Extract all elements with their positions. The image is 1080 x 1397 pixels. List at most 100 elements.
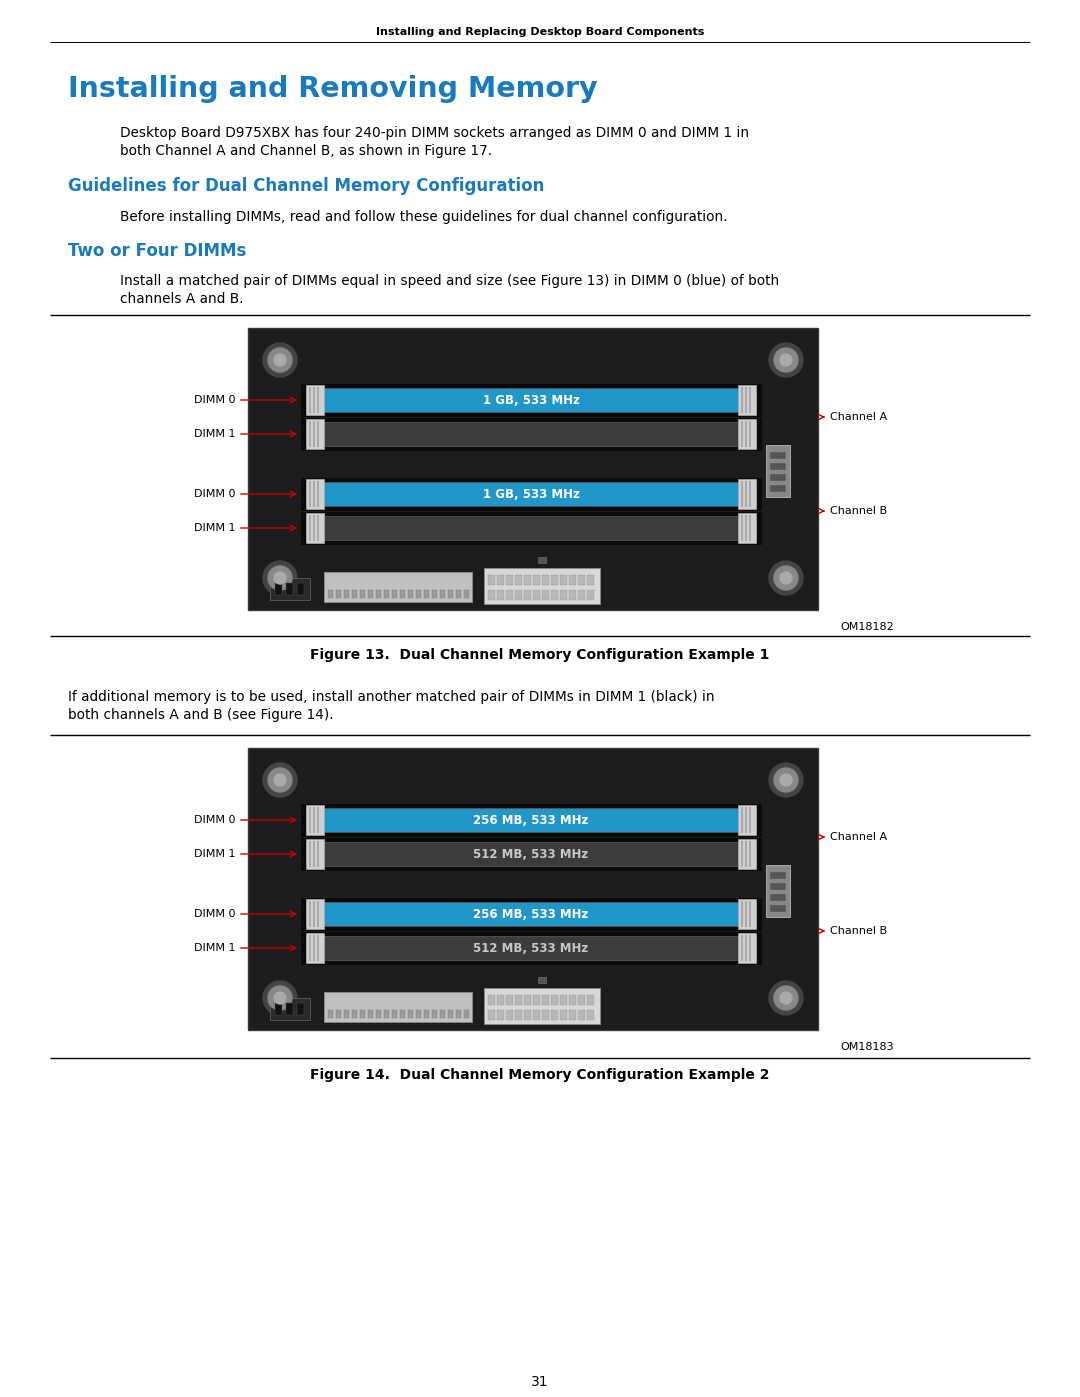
Bar	[384, 1010, 389, 1018]
Bar	[352, 590, 357, 598]
Bar	[270, 997, 310, 1020]
Bar	[741, 481, 743, 507]
Bar	[551, 590, 558, 599]
Bar	[741, 420, 743, 447]
Bar	[318, 807, 319, 833]
Circle shape	[274, 571, 286, 584]
Bar	[588, 590, 594, 599]
Bar	[561, 590, 567, 599]
Bar	[569, 576, 576, 585]
Bar	[484, 569, 600, 604]
Bar	[766, 865, 789, 916]
Bar	[306, 419, 324, 448]
Text: Figure 14.  Dual Channel Memory Configuration Example 2: Figure 14. Dual Channel Memory Configura…	[310, 1067, 770, 1083]
Text: DIMM 0: DIMM 0	[194, 814, 237, 826]
Bar	[309, 935, 311, 961]
Bar	[770, 462, 786, 469]
Bar	[318, 935, 319, 961]
Bar	[248, 747, 818, 1030]
Text: Channel A: Channel A	[831, 833, 887, 842]
Text: 1 GB, 533 MHz: 1 GB, 533 MHz	[483, 488, 580, 500]
Bar	[275, 583, 282, 595]
Bar	[488, 590, 495, 599]
Bar	[432, 590, 437, 598]
Bar	[588, 576, 594, 585]
Bar	[440, 1010, 445, 1018]
Bar	[309, 420, 311, 447]
Bar	[542, 590, 549, 599]
Bar	[286, 1003, 293, 1016]
Bar	[313, 481, 315, 507]
Bar	[750, 901, 751, 928]
Circle shape	[774, 348, 798, 372]
Bar	[336, 1010, 341, 1018]
Text: Guidelines for Dual Channel Memory Configuration: Guidelines for Dual Channel Memory Confi…	[68, 177, 544, 196]
Bar	[745, 935, 747, 961]
Circle shape	[268, 986, 292, 1010]
Bar	[328, 590, 333, 598]
Bar	[750, 387, 751, 414]
Bar	[745, 841, 747, 868]
Bar	[306, 900, 324, 929]
Bar	[306, 386, 324, 415]
Bar	[497, 995, 504, 1004]
Bar	[524, 590, 531, 599]
Bar	[551, 576, 558, 585]
Bar	[750, 481, 751, 507]
Bar	[248, 328, 818, 610]
Bar	[745, 420, 747, 447]
Circle shape	[769, 763, 804, 798]
Bar	[309, 481, 311, 507]
Bar	[738, 840, 756, 869]
Bar	[464, 590, 469, 598]
Text: 512 MB, 533 MHz: 512 MB, 533 MHz	[473, 942, 589, 954]
Bar	[561, 995, 567, 1004]
Circle shape	[268, 768, 292, 792]
Bar	[318, 841, 319, 868]
Text: 1 GB, 533 MHz: 1 GB, 533 MHz	[483, 394, 580, 407]
Bar	[766, 446, 789, 497]
Bar	[306, 513, 324, 543]
Bar	[745, 481, 747, 507]
Bar	[318, 901, 319, 928]
Bar	[741, 515, 743, 541]
Bar	[376, 590, 381, 598]
Text: channels A and B.: channels A and B.	[120, 292, 243, 306]
Bar	[306, 902, 756, 926]
Bar	[750, 420, 751, 447]
Bar	[770, 474, 786, 481]
Bar	[741, 807, 743, 833]
Bar	[515, 590, 522, 599]
Text: 256 MB, 533 MHz: 256 MB, 533 MHz	[473, 908, 589, 921]
Bar	[400, 590, 405, 598]
Circle shape	[264, 562, 297, 595]
Bar	[507, 590, 513, 599]
Text: 512 MB, 533 MHz: 512 MB, 533 MHz	[473, 848, 589, 861]
Bar	[345, 590, 349, 598]
Bar	[534, 590, 540, 599]
Bar	[300, 930, 762, 965]
Bar	[297, 583, 303, 595]
Circle shape	[264, 763, 297, 798]
Bar	[424, 1010, 429, 1018]
Bar	[745, 807, 747, 833]
Bar	[507, 1010, 513, 1020]
Bar	[497, 590, 504, 599]
Bar	[309, 841, 311, 868]
Bar	[738, 805, 756, 835]
Circle shape	[274, 992, 286, 1004]
Text: Desktop Board D975XBX has four 240-pin DIMM sockets arranged as DIMM 0 and DIMM : Desktop Board D975XBX has four 240-pin D…	[120, 126, 750, 140]
Bar	[770, 453, 786, 460]
Bar	[515, 576, 522, 585]
Bar	[738, 479, 756, 509]
Bar	[300, 511, 762, 545]
Text: OM18182: OM18182	[840, 622, 894, 631]
Bar	[738, 419, 756, 448]
Bar	[328, 1010, 333, 1018]
Bar	[313, 420, 315, 447]
Bar	[741, 901, 743, 928]
Bar	[497, 576, 504, 585]
Bar	[745, 387, 747, 414]
Bar	[588, 995, 594, 1004]
Bar	[360, 1010, 365, 1018]
